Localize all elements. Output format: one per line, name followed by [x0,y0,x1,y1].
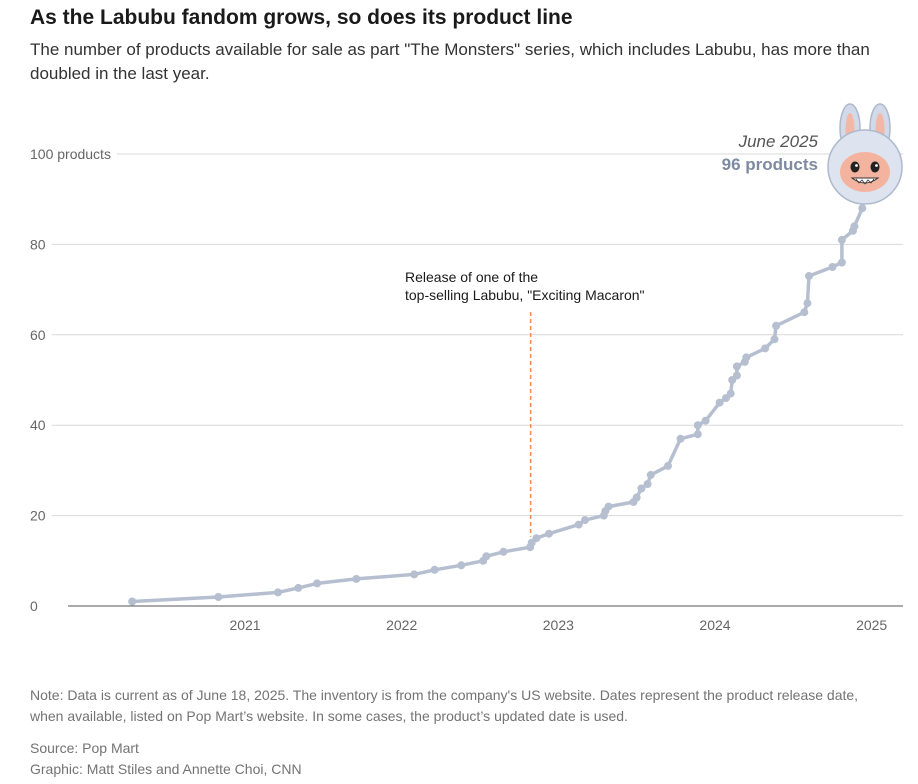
data-point [294,583,303,592]
data-point [457,561,466,570]
data-point [732,362,741,371]
data-point [772,321,781,330]
chart-source: Source: Pop Mart [30,740,139,756]
data-point [604,502,613,511]
chart-note: Note: Data is current as of June 18, 202… [30,687,859,724]
data-point [313,579,322,588]
series-products [128,204,867,606]
data-point [273,588,282,597]
data-point [664,461,672,470]
x-tick-label: 2021 [229,617,260,633]
data-point [770,335,779,344]
data-point [803,299,812,308]
gridlines: 0 20 40 60 80 100 products [30,146,903,614]
data-point [499,547,508,556]
y-tick-label: 20 [30,508,46,524]
data-point [214,593,223,601]
series-line [130,206,865,604]
data-point [632,493,641,502]
data-point [532,534,541,543]
y-tick-label: 80 [30,236,46,252]
data-point [581,516,589,525]
chart-credit: Graphic: Matt Stiles and Annette Choi, C… [30,761,302,777]
y-tick-label: 0 [30,598,38,614]
data-point [800,308,809,317]
data-point [805,272,813,280]
chart-subtitle: The number of products available for sal… [30,40,870,83]
data-point [701,416,710,425]
callout-date: June 2025 [738,132,819,151]
chart-title: As the Labubu fandom grows, so does its … [30,6,573,29]
annotation-text: Release of one of the top-selling Labubu,… [405,269,645,303]
y-tick-label: 60 [30,327,46,343]
data-point [732,371,741,380]
data-point [850,222,859,231]
data-point [742,353,751,362]
data-point [352,574,361,583]
data-point [676,434,685,443]
labubu-mascot-icon [827,103,903,205]
data-point [693,430,702,439]
data-point [544,529,553,538]
callout-value: 96 products [722,155,818,174]
data-point [430,565,439,574]
data-point [637,484,646,493]
annotation: Release of one of the top-selling Labubu,… [405,269,645,537]
data-point [693,421,702,430]
data-point [837,235,846,244]
data-point [837,258,846,267]
data-point [128,597,137,606]
x-tick-label: 2024 [699,617,730,633]
x-tick-label: 2025 [856,617,887,633]
x-axis: 2021 2022 2023 2024 2025 [229,617,887,633]
callout: June 2025 96 products [722,132,819,174]
data-point [715,398,724,407]
data-point [726,389,735,398]
y-tick-label: 100 products [30,146,111,162]
data-point [410,570,419,579]
data-point [828,263,837,271]
data-point [646,470,655,479]
data-point [858,204,867,213]
x-tick-label: 2023 [543,617,574,633]
data-point [574,520,583,529]
x-tick-label: 2022 [386,617,417,633]
data-point [643,480,652,488]
data-point [761,344,770,353]
data-point [482,552,491,561]
y-tick-label: 40 [30,417,46,433]
